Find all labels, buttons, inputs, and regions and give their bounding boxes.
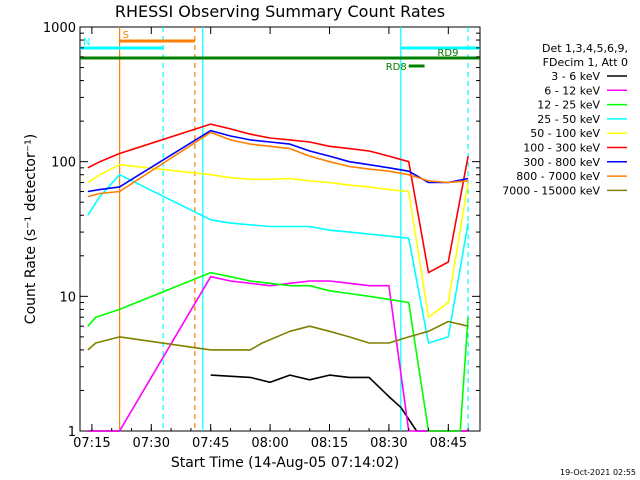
x-tick-label-6: 08:45 xyxy=(430,436,467,451)
y-tick-label-2: 100 xyxy=(51,156,76,171)
y-axis-label: Count Rate (s⁻¹ detector⁻¹) xyxy=(23,134,39,324)
series-line-8 xyxy=(87,320,469,351)
series-line-7 xyxy=(87,131,469,198)
legend-label-5: 100 - 300 keV xyxy=(523,142,600,155)
plot-frame xyxy=(79,26,481,432)
legend-label-2: 12 - 25 keV xyxy=(537,99,600,112)
legend-label-7: 800 - 7000 keV xyxy=(516,170,600,183)
render-timestamp: 19-Oct-2021 02:55 xyxy=(560,468,636,477)
series-line-2 xyxy=(87,271,469,432)
legend-label-0: 3 - 6 keV xyxy=(551,70,600,83)
y-tick-label-1: 10 xyxy=(59,290,76,305)
chart-title: RHESSI Observing Summary Count Rates xyxy=(115,2,445,21)
series-line-0 xyxy=(87,374,469,432)
flag-label-4: RD9 xyxy=(437,48,458,59)
series-line-3 xyxy=(87,173,469,344)
y-tick-label-0: 1 xyxy=(68,425,76,440)
x-tick-label-2: 07:45 xyxy=(192,436,229,451)
legend-label-3: 25 - 50 keV xyxy=(537,113,600,126)
legend-label-8: 7000 - 15000 keV xyxy=(502,184,600,197)
x-tick-label-0: 07:15 xyxy=(73,436,110,451)
legend-label-1: 6 - 12 keV xyxy=(544,84,600,97)
series-line-6 xyxy=(87,129,469,193)
legend: Det 1,3,4,5,6,9, FDecim 1, Att 0 3 - 6 k… xyxy=(502,42,628,197)
legend-header-line-1: Det 1,3,4,5,6,9, xyxy=(542,42,628,55)
flag-label-1: N xyxy=(83,37,90,48)
axis-ticks: 07:15 07:30 07:45 08:00 08:15 08:30 08:45 1 10 10… xyxy=(43,21,480,451)
flag-bars: S N RD9 RD8 xyxy=(80,30,480,73)
x-tick-label-4: 08:15 xyxy=(311,436,348,451)
legend-label-4: 50 - 100 keV xyxy=(530,127,600,140)
flag-label-0: S xyxy=(123,30,129,41)
series-line-4 xyxy=(87,163,469,318)
flag-label-5: RD8 xyxy=(386,62,407,73)
legend-label-6: 300 - 800 keV xyxy=(523,156,600,169)
y-tick-label-3: 1000 xyxy=(43,21,76,36)
vertical-markers xyxy=(119,27,469,431)
data-series xyxy=(87,123,469,432)
x-tick-label-1: 07:30 xyxy=(133,436,170,451)
legend-header-line-2: FDecim 1, Att 0 xyxy=(543,56,628,69)
x-tick-label-3: 08:00 xyxy=(251,436,288,451)
x-axis-label: Start Time (14-Aug-05 07:14:02) xyxy=(171,455,399,471)
x-tick-label-5: 08:30 xyxy=(370,436,407,451)
series-line-1 xyxy=(87,275,469,432)
series-line-5 xyxy=(87,123,469,274)
